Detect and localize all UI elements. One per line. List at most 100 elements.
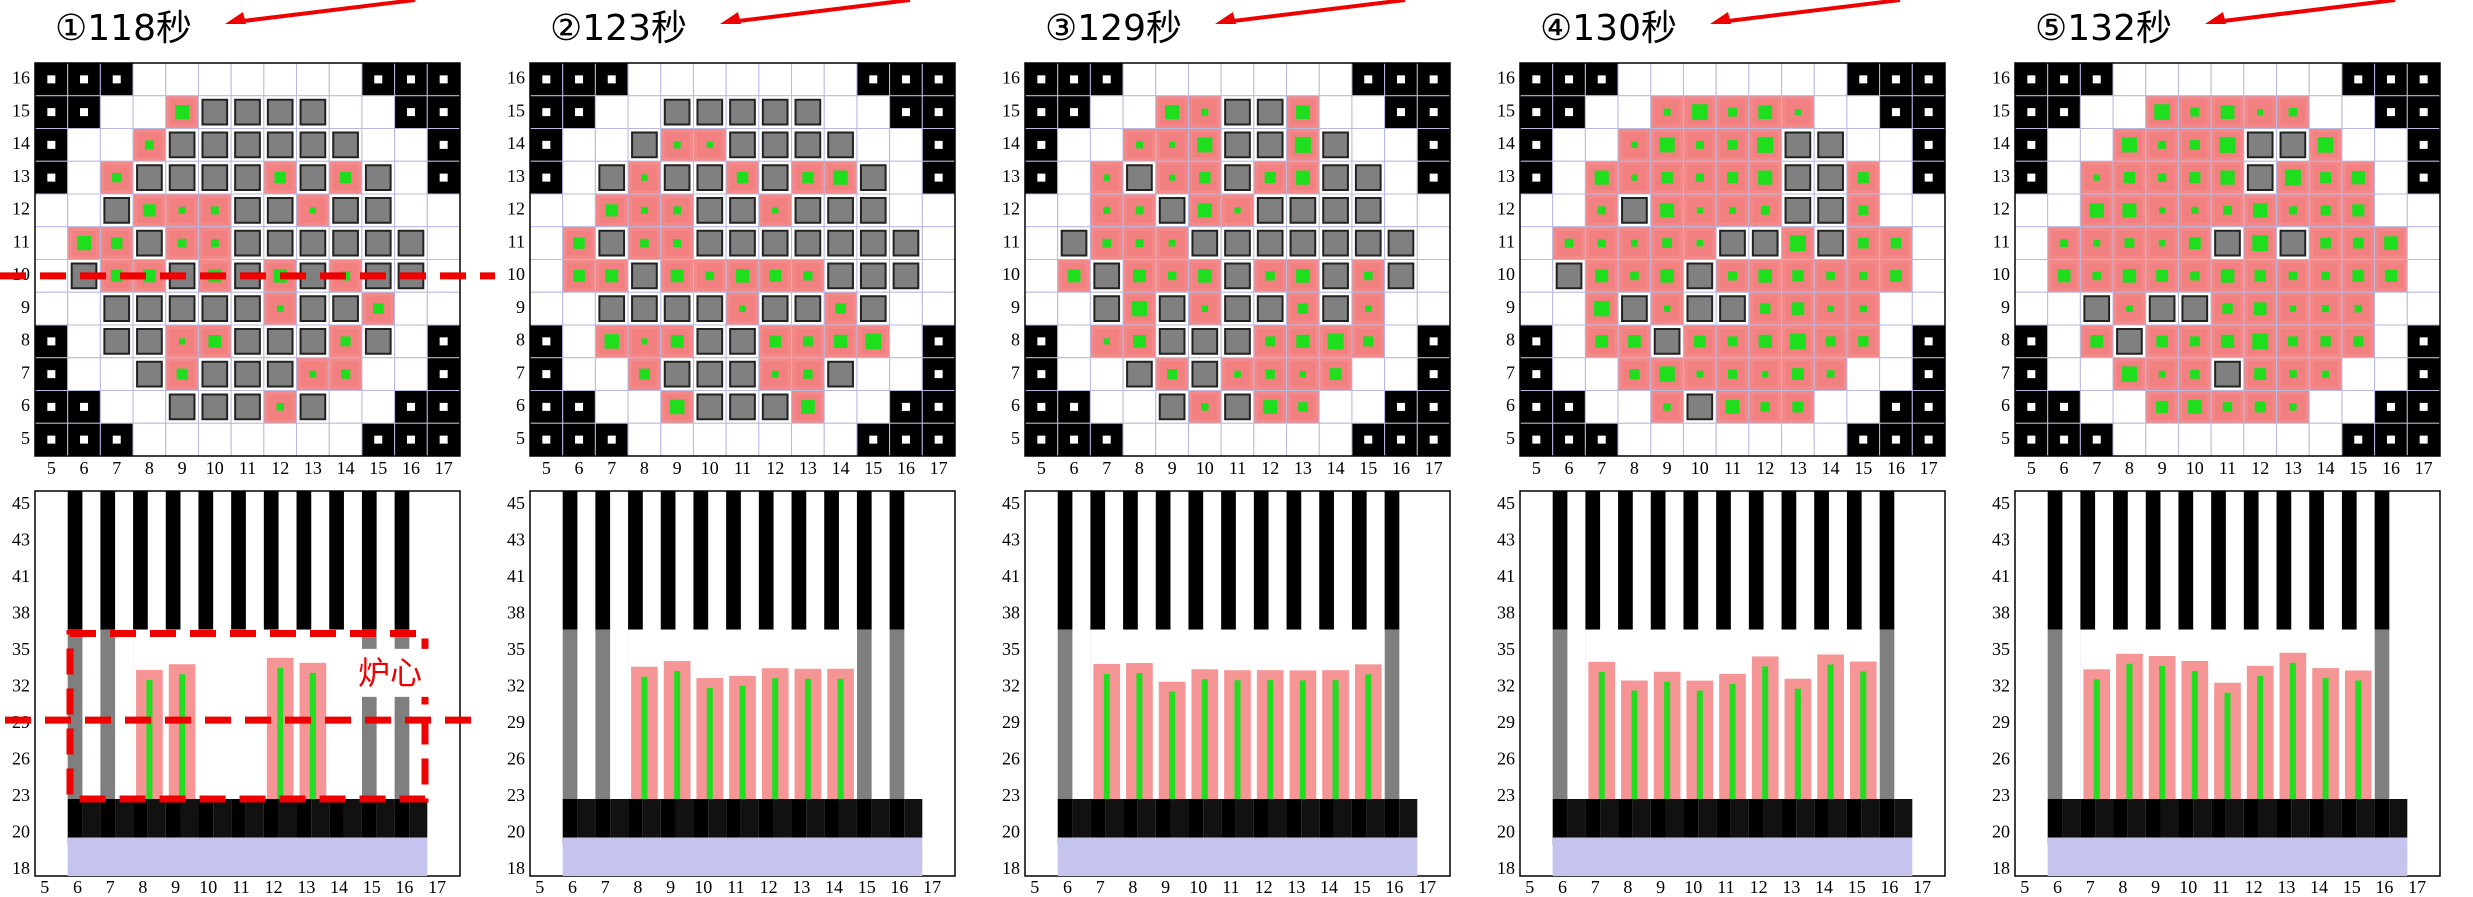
arrow-head [720, 12, 741, 24]
x-tick-label: 15 [2349, 458, 2367, 478]
cell-dot [1662, 238, 1673, 249]
cell [1318, 62, 1353, 97]
cell-dot [2220, 269, 2235, 283]
cell-dot [1595, 335, 1609, 348]
x-tick-label: 11 [1717, 877, 1734, 897]
x-tick-label: 10 [694, 877, 712, 897]
cell-inner [598, 295, 626, 322]
core-green [739, 685, 746, 799]
cell-dot [276, 403, 284, 411]
cell [1552, 193, 1586, 228]
cell-inner [103, 328, 131, 355]
cell-dot [1728, 206, 1737, 214]
x-tick-label: 11 [2212, 877, 2229, 897]
cell-inner [696, 393, 724, 421]
cell-dot [1564, 238, 1574, 248]
lower-band [2323, 799, 2342, 838]
cell-dot [174, 104, 190, 120]
core-green [1729, 683, 1736, 799]
cell-inner [201, 164, 229, 191]
rod-bottom [67, 799, 83, 846]
rod-bottom [165, 799, 181, 846]
rod-bottom [2243, 799, 2259, 846]
cell-inner [1060, 229, 1088, 257]
core-green [674, 671, 681, 799]
cell-dot [2253, 203, 2268, 218]
cell-dot [2027, 435, 2036, 444]
x-tick-label: 15 [363, 877, 381, 897]
x-tick-label: 12 [1261, 458, 1279, 478]
cell-inner [201, 295, 229, 322]
cell-dot [439, 75, 448, 84]
rod-top [394, 491, 410, 630]
cell-dot [542, 140, 551, 149]
cell [2374, 291, 2408, 326]
cell-dot [2060, 402, 2069, 411]
cell-dot [1429, 370, 1438, 379]
y-tick-label: 13 [1002, 166, 1020, 186]
cell-inner [1686, 295, 1714, 322]
cell-dot [1103, 338, 1110, 345]
cell-inner [1093, 295, 1121, 322]
cell-dot [739, 305, 746, 312]
x-tick-label: 13 [1294, 458, 1312, 478]
cell-inner [696, 98, 724, 126]
cell-inner [1751, 229, 1779, 257]
cell-dot [1037, 108, 1046, 117]
x-tick-label: 8 [2125, 458, 2134, 478]
x-tick-label: 17 [1425, 458, 1443, 478]
rod-top [1057, 491, 1073, 630]
cell-dot [1760, 402, 1770, 412]
cell [1253, 422, 1288, 457]
core-green [1299, 680, 1306, 799]
cell-dot [178, 206, 186, 214]
cell-inner [794, 229, 822, 257]
cell [562, 357, 596, 391]
x-tick-label: 9 [1168, 458, 1177, 478]
cell-dot [2156, 400, 2169, 413]
cell [1057, 324, 1091, 359]
cell [1089, 390, 1124, 424]
x-tick-label: 9 [673, 458, 682, 478]
cell [197, 62, 232, 97]
cell [67, 291, 101, 326]
cell-inner [234, 328, 261, 355]
cell-inner [663, 360, 691, 388]
cell [1187, 422, 1222, 457]
cell [296, 422, 330, 457]
cell-dot [1663, 403, 1671, 411]
rod-gray [595, 629, 611, 799]
cell-dot [1597, 75, 1606, 84]
cell [627, 390, 662, 424]
cell [692, 62, 727, 97]
cell-dot [111, 237, 123, 249]
cell-dot [80, 402, 89, 411]
cell [2374, 193, 2408, 228]
rod-top [1716, 491, 1731, 630]
core-green [1827, 664, 1834, 799]
x-tick-label: 9 [171, 877, 180, 897]
cell-dot [1727, 139, 1738, 150]
cell-dot [1201, 403, 1209, 411]
y-tick-label: 45 [507, 493, 525, 513]
cell [529, 226, 564, 260]
cell-dot [1694, 335, 1706, 348]
y-tick-label: 10 [1002, 264, 1020, 284]
cell-inner [2279, 131, 2307, 159]
cell [99, 128, 134, 162]
cell-inner [1158, 295, 1186, 322]
cell-dot [47, 370, 56, 379]
x-tick-label: 15 [1854, 458, 1872, 478]
cell-inner [201, 393, 229, 421]
core-green [1234, 680, 1241, 799]
y-tick-label: 10 [1497, 264, 1515, 284]
cell [1519, 259, 1554, 293]
rod-top [791, 491, 807, 630]
cell-inner [332, 197, 359, 224]
cell-dot [1594, 170, 1609, 185]
x-tick-label: 12 [766, 458, 784, 478]
cell-dot [276, 305, 284, 312]
cell-inner [859, 164, 887, 191]
y-tick-label: 16 [1497, 68, 1515, 88]
y-tick-label: 6 [2001, 395, 2010, 415]
